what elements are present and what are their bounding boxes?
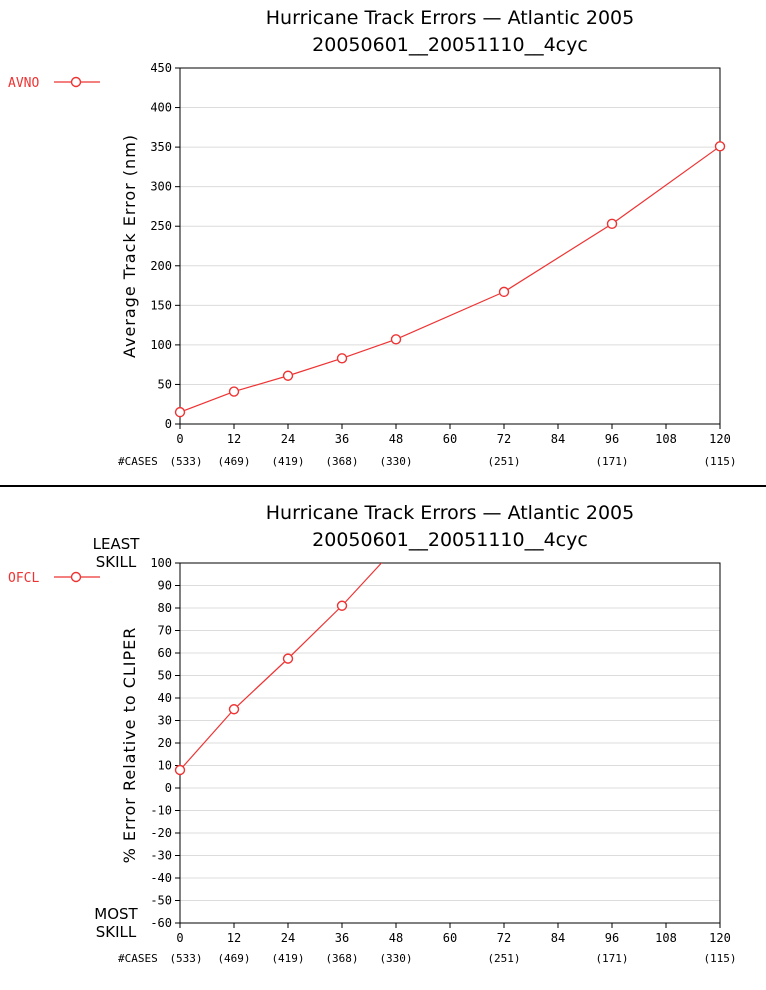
chart1-xtick-label: 96 [605,432,619,446]
chart1-cases-label: #CASES [118,455,158,468]
chart1-ytick-label: 350 [150,140,172,154]
chart2-xtick-label: 12 [227,931,241,945]
chart2-data-point [282,653,294,664]
chart1-xtick-label: 84 [551,432,565,446]
chart2-ytick-label: -50 [150,894,172,908]
chart2-ytick-label: 60 [158,646,172,660]
chart1-xtick-label: 0 [176,432,183,446]
chart1-data-point [336,353,348,364]
chart2-ytick-label: 50 [158,669,172,683]
chart1-legend-marker [70,76,82,88]
chart1-ylabel: Average Track Error (nm) [120,134,139,358]
chart1-data-point [228,386,240,397]
chart2-xtick-label: 96 [605,931,619,945]
chart1-xtick-label: 48 [389,432,403,446]
chart2-legend-marker [70,571,82,583]
chart1-ytick-label: 100 [150,338,172,352]
chart2-xtick-label: 48 [389,931,403,945]
chart2-ytick-label: 0 [165,781,172,795]
chart1-title: Hurricane Track Errors — Atlantic 2005 [266,7,634,29]
chart1-data-point [282,370,294,381]
chart2-ytick-label: -60 [150,916,172,930]
chart2-legend-label: OFCL [8,571,39,586]
chart2-cases-count: (330) [379,952,412,965]
chart1-ytick-label: 400 [150,101,172,115]
least-skill-line1: LEAST [93,535,141,553]
chart1-cases-count: (115) [703,455,736,468]
chart2-ytick-label: 30 [158,714,172,728]
chart1-xtick-label: 60 [443,432,457,446]
chart1-series-line [180,145,720,413]
chart1-cases-count: (171) [595,455,628,468]
chart2-xtick-label: 120 [709,931,731,945]
most-skill-line1: MOST [94,905,138,923]
chart2-ytick-label: -10 [150,804,172,818]
chart2-cases-count: (368) [325,952,358,965]
chart2-xtick-label: 36 [335,931,349,945]
chart1-ytick-label: 450 [150,61,172,75]
chart2-data-point [174,764,186,776]
chart1-frame [179,67,721,425]
chart2-plot: -60 -50 -40 -30 -20 -10 0 10 20 30 40 50 60 70 80 90 100… [8,556,737,965]
chart2-cases-count: (251) [487,952,520,965]
chart1-data-point [390,334,402,345]
chart2-cases-label: #CASES [118,952,158,965]
chart1-xtick-label: 108 [655,432,677,446]
chart1-cases-count: (419) [271,455,304,468]
chart1-data-point [174,406,186,418]
chart2-title: Hurricane Track Errors — Atlantic 2005 [266,502,634,524]
chart1-xtick-label: 72 [497,432,511,446]
chart2-cases-count: (115) [703,952,736,965]
chart1-xtick-label: 36 [335,432,349,446]
chart1-cases-count: (368) [325,455,358,468]
chart1-xtick-label: 12 [227,432,241,446]
chart1-ytick-label: 50 [158,377,172,391]
chart2-ytick-label: -30 [150,849,172,863]
chart1-cases-count: (469) [217,455,250,468]
least-skill-line2: SKILL [96,553,137,571]
chart2-cases-count: (469) [217,952,250,965]
chart1-data-point [498,286,510,298]
chart1-subtitle: 20050601__20051110__4cyc [312,34,588,56]
chart2-cases-count: (419) [271,952,304,965]
chart2-ytick-label: 70 [158,624,172,638]
chart2-ylabel: % Error Relative to CLIPER [120,627,139,864]
chart1-xtick-label: 120 [709,432,731,446]
chart1-cases-count: (330) [379,455,412,468]
most-skill-line2: SKILL [96,923,137,941]
chart2-data-point [336,600,348,611]
chart2-xtick-label: 84 [551,931,565,945]
chart1-data-point [606,218,618,230]
chart2-xtick-label: 0 [176,931,183,945]
chart2-cases-count: (533) [169,952,202,965]
chart1-legend-label: AVNO [8,76,39,91]
chart1-ytick-label: 200 [150,259,172,273]
chart1-data-point [714,141,726,152]
chart2-ytick-label: 80 [158,601,172,615]
chart2-ytick-label: 10 [158,759,172,773]
chart2-xtick-label: 24 [281,931,295,945]
chart2-data-point [228,704,240,715]
chart1-ytick-label: 0 [165,417,172,431]
chart2-ytick-label: 100 [150,556,172,570]
chart2-xtick-label: 72 [497,931,511,945]
chart2-ytick-label: 20 [158,736,172,750]
chart2-cases-count: (171) [595,952,628,965]
chart2-ytick-label: -20 [150,826,172,840]
chart1-ytick-label: 250 [150,219,172,233]
chart1-xtick-label: 24 [281,432,295,446]
chart2-subtitle: 20050601__20051110__4cyc [312,529,588,551]
chart2-ytick-label: 40 [158,691,172,705]
chart2-xtick-label: 60 [443,931,457,945]
chart1-cases-count: (533) [169,455,202,468]
chart2-ytick-label: 90 [158,579,172,593]
chart1-cases-count: (251) [487,455,520,468]
chart2-xtick-label: 108 [655,931,677,945]
chart1-plot: 0 50 100 150 200 250 300 350 400 450 0 12 24 36 48 60 72… [8,61,737,468]
chart1-ytick-label: 300 [150,180,172,194]
chart2-ytick-label: -40 [150,871,172,885]
chart1-ytick-label: 150 [150,298,172,312]
